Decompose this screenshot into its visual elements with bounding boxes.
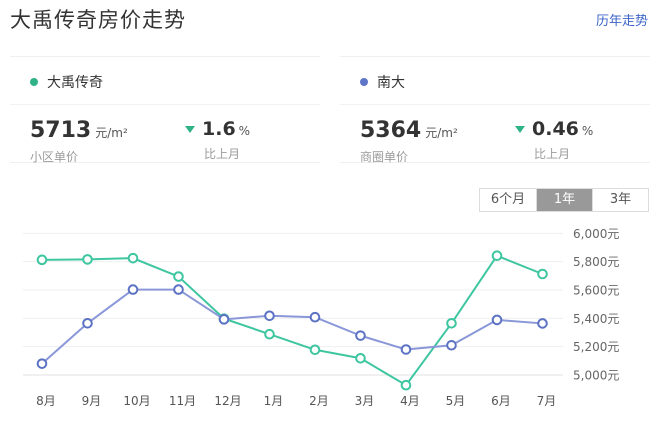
svg-text:12月: 12月 (214, 394, 241, 408)
grid-lines (23, 232, 563, 376)
district-change-label: 比上月 (534, 147, 571, 161)
svg-text:10月: 10月 (123, 394, 150, 408)
svg-text:5,400元: 5,400元 (573, 312, 619, 326)
svg-text:2月: 2月 (309, 394, 329, 408)
district-price-label: 商圈单价 (360, 150, 409, 164)
community-legend-dot-icon (30, 78, 38, 86)
page-title: 大禹传奇房价走势 (10, 8, 186, 32)
svg-text:3月: 3月 (355, 394, 375, 408)
community-name: 大禹传奇 (47, 75, 103, 91)
district-legend-dot-icon (360, 78, 368, 86)
down-arrow-icon (515, 126, 525, 133)
district-change-block: 0.46% 比上月 (515, 118, 593, 165)
tab-1-year[interactable]: 1年 (536, 189, 592, 211)
district-summary-card: 南大 5364 元/m² 商圈单价 0.46% 比上月 (340, 56, 650, 165)
svg-text:5,200元: 5,200元 (573, 340, 619, 354)
svg-text:5,600元: 5,600元 (573, 284, 619, 298)
svg-text:6,000元: 6,000元 (573, 227, 619, 241)
history-trend-link[interactable]: 历年走势 (595, 14, 648, 29)
svg-text:11月: 11月 (169, 394, 196, 408)
card-divider (10, 104, 320, 105)
district-price-block: 5364 元/m² 商圈单价 (360, 118, 515, 165)
community-price-unit: 元/m² (95, 126, 128, 140)
svg-text:9月: 9月 (82, 394, 102, 408)
svg-text:5,000元: 5,000元 (573, 369, 619, 383)
community-legend-row: 大禹传奇 (10, 57, 320, 104)
community-price-block: 5713 元/m² 小区单价 (30, 118, 185, 165)
chart-area: 6,000元 5,800元 5,600元 5,400元 5,200元 5,000元 8月 9月… (0, 215, 660, 429)
district-name: 南大 (377, 75, 405, 91)
district-price-value: 5364 (360, 118, 422, 143)
community-price-value: 5713 (30, 118, 92, 143)
svg-text:6月: 6月 (491, 394, 511, 408)
series-1-markers (36, 284, 548, 369)
tab-3-years[interactable]: 3年 (592, 189, 648, 211)
header: 大禹传奇房价走势 历年走势 (0, 0, 660, 40)
community-stats: 5713 元/m² 小区单价 1.6% 比上月 (10, 105, 320, 165)
district-change-unit: % (581, 124, 594, 138)
svg-text:1月: 1月 (264, 394, 284, 408)
down-arrow-icon (185, 126, 195, 133)
svg-text:7月: 7月 (537, 394, 557, 408)
svg-text:5,800元: 5,800元 (573, 255, 619, 269)
district-change-value: 0.46 (532, 118, 579, 140)
community-summary-card: 大禹传奇 5713 元/m² 小区单价 1.6% 比上月 (10, 56, 320, 165)
district-price-unit: 元/m² (425, 126, 458, 140)
community-change-value: 1.6 (202, 118, 236, 140)
svg-text:4月: 4月 (400, 394, 420, 408)
svg-text:8月: 8月 (36, 394, 56, 408)
community-change-unit: % (238, 124, 251, 138)
tab-6-months[interactable]: 6个月 (480, 189, 536, 211)
series-0-line (41, 254, 544, 387)
period-tabs: 6个月 1年 3年 (479, 188, 649, 212)
card-divider (340, 104, 650, 105)
svg-text:5月: 5月 (446, 394, 466, 408)
x-axis-labels: 8月 9月 10月 11月 12月 1月 2月 3月 4月 5月 6月 7月 (36, 394, 556, 408)
y-axis-labels: 6,000元 5,800元 5,600元 5,400元 5,200元 5,000元 (573, 227, 619, 383)
community-price-label: 小区单价 (30, 150, 79, 164)
series-1-line (41, 288, 544, 365)
series-0-markers (36, 250, 548, 391)
district-legend-row: 南大 (340, 57, 650, 104)
community-change-label: 比上月 (204, 147, 241, 161)
community-change-block: 1.6% 比上月 (185, 118, 250, 165)
district-stats: 5364 元/m² 商圈单价 0.46% 比上月 (340, 105, 650, 165)
price-chart[interactable]: 6,000元 5,800元 5,600元 5,400元 5,200元 5,000元 8月 9月… (0, 215, 660, 429)
